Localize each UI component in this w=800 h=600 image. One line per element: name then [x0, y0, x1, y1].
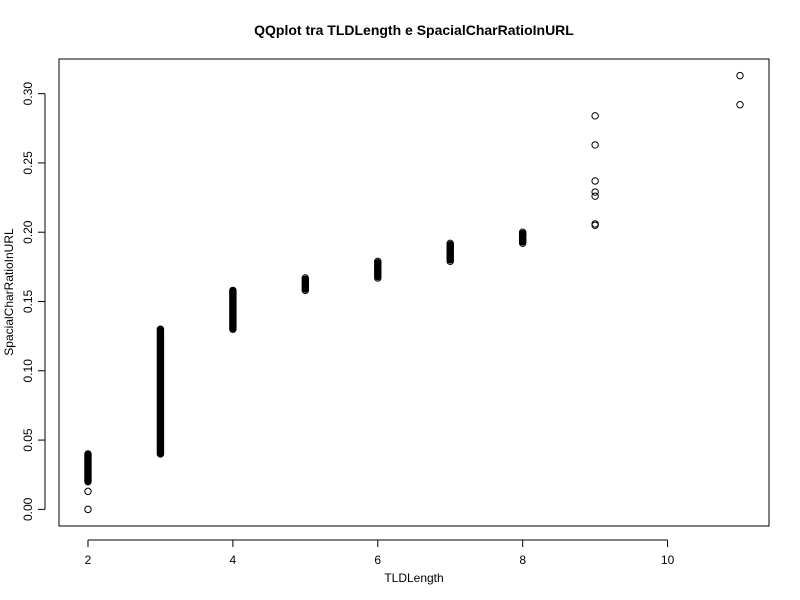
data-point: [301, 286, 310, 295]
chart-title: QQplot tra TLDLength e SpacialCharRatioI…: [254, 22, 574, 38]
data-point: [84, 487, 92, 496]
data-point: [518, 231, 527, 239]
data-point: [446, 239, 454, 248]
plot-frame: [58, 58, 770, 527]
y-tick-label: 0.15: [21, 290, 35, 314]
y-tick-label: 0.00: [21, 497, 35, 521]
x-axis-label: TLDLength: [384, 571, 443, 585]
x-tick-label: 4: [230, 553, 237, 567]
data-point: [518, 235, 527, 243]
data-point: [374, 257, 382, 266]
data-point: [591, 177, 599, 185]
x-tick-label: 6: [374, 553, 381, 567]
data-point: [518, 228, 527, 236]
y-tick-label: 0.20: [21, 220, 35, 244]
data-point: [446, 257, 454, 266]
data-point: [301, 274, 310, 282]
x-axis: 2 4 6 8 10: [85, 539, 675, 567]
data-point: [374, 274, 382, 282]
data-point: [591, 188, 599, 196]
data-point: [591, 112, 599, 120]
data-point: [84, 505, 92, 514]
y-axis: 0.00 0.05 0.10 0.15 0.20 0.25 0.30: [21, 82, 46, 521]
x-tick-label: 10: [661, 553, 675, 567]
data-point: [736, 71, 744, 80]
x-tick-label: 2: [85, 553, 92, 567]
data-point: [446, 253, 454, 261]
y-axis-label: SpacialCharRatioInURL: [2, 228, 16, 356]
data-point: [591, 192, 599, 200]
data-point: [736, 101, 744, 109]
points-layer: [84, 71, 744, 514]
y-tick-label: 0.25: [21, 151, 35, 175]
data-point: [591, 220, 599, 228]
data-point: [446, 247, 454, 256]
y-tick-label: 0.05: [21, 428, 35, 452]
x-tick-label: 8: [519, 553, 526, 567]
data-point: [446, 243, 454, 252]
data-point: [518, 239, 527, 248]
y-tick-label: 0.10: [21, 359, 35, 383]
y-tick-label: 0.30: [21, 82, 35, 106]
data-point: [591, 141, 599, 149]
